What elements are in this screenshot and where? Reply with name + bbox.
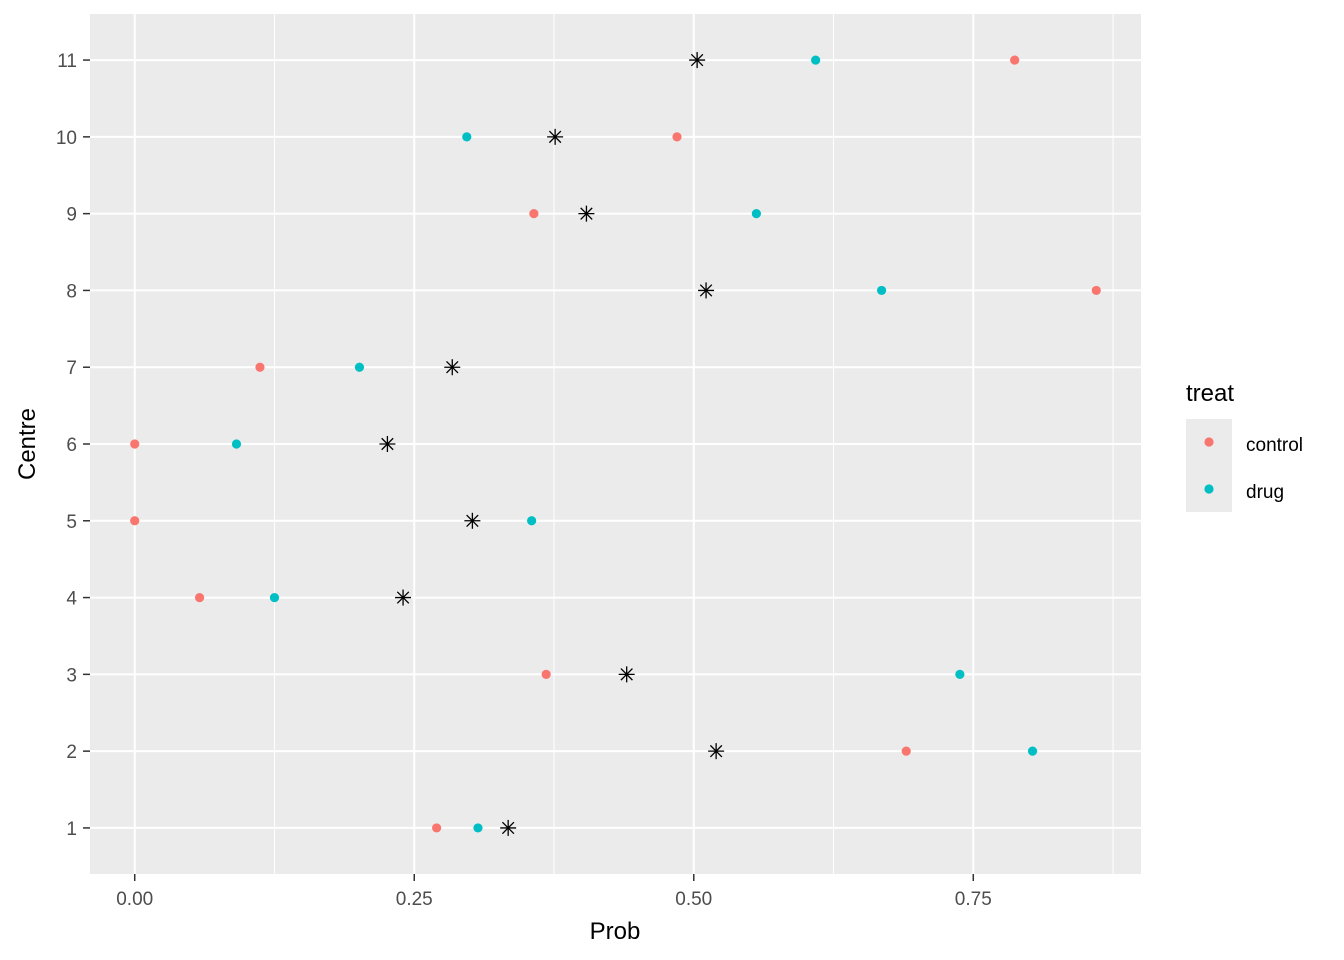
point-drug [231,439,242,449]
point-asterisk [689,52,706,69]
y-tick-label: 4 [66,589,77,610]
point-control [255,362,265,372]
point-drug [354,362,365,372]
y-tick-label: 2 [66,742,77,763]
y-axis: 1 2 3 4 5 6 7 8 9 10 11 [56,51,90,840]
legend: treat control drug [1186,380,1303,512]
legend-key-drug [1204,484,1214,494]
point-drug [269,592,280,603]
x-tick-label: 0.75 [955,889,992,910]
point-asterisk [464,512,481,529]
point-asterisk [444,359,461,376]
point-asterisk [500,819,517,836]
point-drug [751,209,761,219]
point-control [672,132,682,142]
point-drug [1027,746,1038,756]
x-axis: 0.00 0.25 0.50 0.75 [116,874,992,910]
point-control [432,823,442,833]
legend-label-drug: drug [1246,482,1284,503]
y-tick-label: 10 [56,128,77,149]
point-asterisk [395,589,412,606]
y-tick-label: 6 [66,435,77,456]
point-control [194,592,205,603]
x-tick-label: 0.25 [396,889,433,910]
y-tick-label: 1 [66,819,77,840]
point-control [130,439,140,449]
y-tick-label: 5 [66,512,77,533]
point-asterisk [547,128,564,145]
y-tick-label: 3 [66,665,77,686]
y-tick-label: 7 [66,358,77,379]
point-drug [473,823,483,833]
legend-key-control [1204,437,1214,447]
legend-title: treat [1186,380,1234,407]
x-tick-label: 0.00 [116,889,153,910]
y-axis-title: Centre [14,408,41,480]
legend-key-background [1186,419,1232,512]
y-tick-label: 9 [66,205,77,226]
point-control [529,209,539,219]
point-drug [462,132,472,142]
legend-label-control: control [1246,435,1303,456]
point-control [541,669,551,679]
x-axis-title: Prob [590,918,641,945]
point-drug [527,516,537,526]
point-control [1010,55,1020,65]
data-points [130,52,1101,836]
point-asterisk [618,666,635,683]
point-drug [877,285,887,296]
point-control [130,516,140,526]
point-drug [811,55,821,65]
point-control [901,746,911,756]
point-asterisk [708,743,725,760]
point-drug [955,669,965,679]
y-tick-label: 8 [66,281,77,302]
point-asterisk [698,282,715,299]
major-gridlines [90,14,1141,874]
point-control [1091,285,1101,296]
point-asterisk [379,436,396,452]
x-tick-label: 0.50 [675,889,712,910]
y-tick-label: 11 [57,51,77,72]
point-asterisk [578,205,595,222]
